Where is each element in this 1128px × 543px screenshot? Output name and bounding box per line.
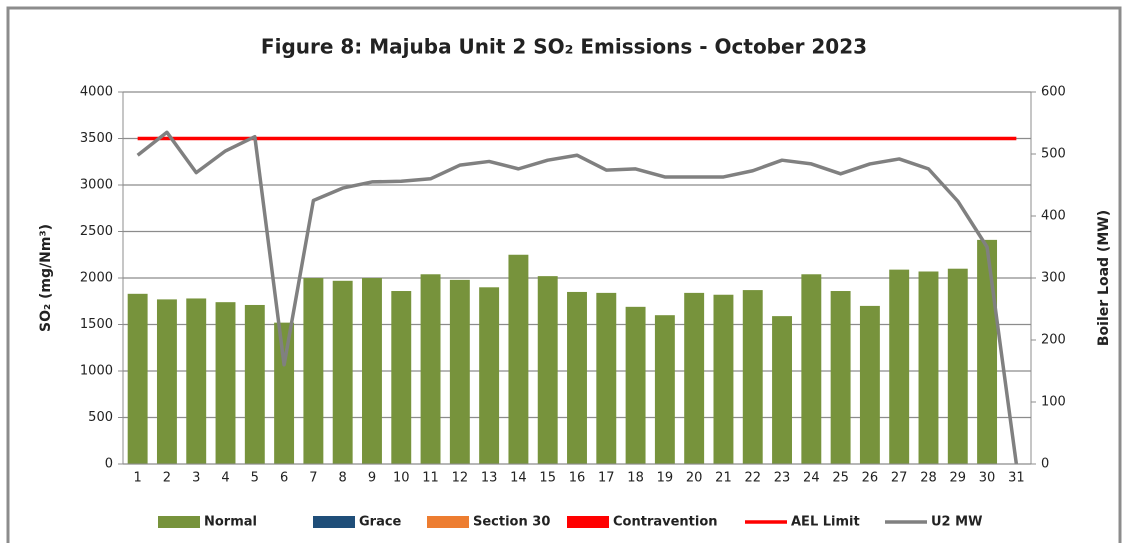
y2-tick-label: 600 [1041, 85, 1066, 100]
bar [420, 274, 441, 464]
legend-label: AEL Limit [791, 515, 860, 530]
legend-swatch [427, 516, 469, 528]
legend-swatch [313, 516, 355, 528]
legend-label: Section 30 [473, 515, 550, 530]
y2-tick-label: 500 [1041, 147, 1066, 162]
x-tick-label: 13 [481, 471, 498, 486]
bar [567, 291, 587, 464]
bar [801, 274, 822, 464]
y2-tick-label: 200 [1041, 333, 1066, 348]
x-tick-label: 7 [309, 471, 317, 486]
x-tick-label: 29 [950, 471, 967, 486]
x-tick-label: 22 [744, 471, 761, 486]
x-tick-label: 4 [221, 471, 229, 486]
bar [947, 268, 968, 464]
y-axis-title: SO₂ (mg/Nm³) [38, 224, 54, 332]
x-tick-label: 10 [393, 471, 410, 486]
x-tick-label: 24 [803, 471, 820, 486]
y-tick-label: 2000 [80, 271, 113, 286]
x-tick-label: 5 [251, 471, 259, 486]
bar [391, 291, 412, 464]
bar [977, 239, 998, 464]
x-tick-label: 12 [452, 471, 469, 486]
y2-tick-label: 400 [1041, 209, 1066, 224]
bar [449, 279, 470, 464]
x-tick-label: 31 [1008, 471, 1025, 486]
bar [244, 304, 265, 464]
x-tick-label: 30 [979, 471, 996, 486]
frame [6, 6, 1122, 543]
y-tick-label: 3000 [80, 178, 113, 193]
x-tick-label: 14 [510, 471, 527, 486]
bar [772, 316, 792, 464]
bar [918, 271, 939, 464]
x-tick-label: 23 [774, 471, 791, 486]
bar [742, 290, 763, 464]
x-tick-label: 1 [134, 471, 142, 486]
y-tick-label: 1500 [80, 317, 113, 332]
y-tick-label: 3500 [80, 131, 113, 146]
x-tick-label: 9 [368, 471, 376, 486]
x-tick-label: 20 [686, 471, 703, 486]
bar [684, 292, 705, 464]
y-tick-label: 0 [105, 457, 113, 472]
x-tick-label: 3 [192, 471, 200, 486]
x-tick-label: 21 [715, 471, 732, 486]
x-tick-label: 6 [280, 471, 288, 486]
y-tick-label: 500 [88, 410, 113, 425]
bar [508, 254, 529, 464]
bar [332, 280, 353, 464]
x-tick-label: 19 [657, 471, 674, 486]
chart-title: Figure 8: Majuba Unit 2 SO₂ Emissions - … [261, 35, 867, 59]
legend-label: Normal [204, 515, 257, 530]
bar [479, 287, 500, 464]
legend-label: Grace [359, 515, 402, 530]
y-tick-label: 4000 [80, 85, 113, 100]
bar [625, 306, 646, 464]
x-tick-label: 18 [627, 471, 644, 486]
bar [830, 291, 851, 464]
bar [713, 294, 734, 464]
x-tick-label: 27 [891, 471, 908, 486]
x-tick-label: 8 [339, 471, 347, 486]
bar [859, 305, 880, 464]
x-tick-label: 25 [832, 471, 849, 486]
legend-swatch [567, 516, 609, 528]
line [136, 130, 1019, 465]
bar [596, 292, 617, 464]
legend-label: U2 MW [931, 515, 982, 530]
bar [274, 322, 295, 464]
y2-tick-label: 300 [1041, 271, 1066, 286]
x-tick-label: 15 [539, 471, 556, 486]
x-tick-label: 17 [598, 471, 615, 486]
y2-tick-label: 0 [1041, 457, 1049, 472]
bar [156, 299, 177, 464]
x-tick-label: 26 [862, 471, 879, 486]
legend-swatch [158, 516, 200, 528]
bar [889, 269, 910, 464]
bar [362, 278, 382, 464]
bar [303, 278, 324, 464]
x-tick-label: 28 [920, 471, 937, 486]
y2-axis-title: Boiler Load (MW) [1096, 210, 1112, 346]
bar [127, 293, 148, 464]
y-tick-label: 1000 [80, 364, 113, 379]
x-tick-label: 2 [163, 471, 171, 486]
bar [654, 315, 675, 464]
x-tick-label: 11 [422, 471, 439, 486]
x-tick-label: 16 [569, 471, 586, 486]
legend-label: Contravention [613, 515, 718, 530]
y2-tick-label: 100 [1041, 395, 1066, 410]
bar [186, 298, 207, 464]
bar [537, 276, 558, 464]
bar [215, 302, 236, 464]
y-tick-label: 2500 [80, 224, 113, 239]
